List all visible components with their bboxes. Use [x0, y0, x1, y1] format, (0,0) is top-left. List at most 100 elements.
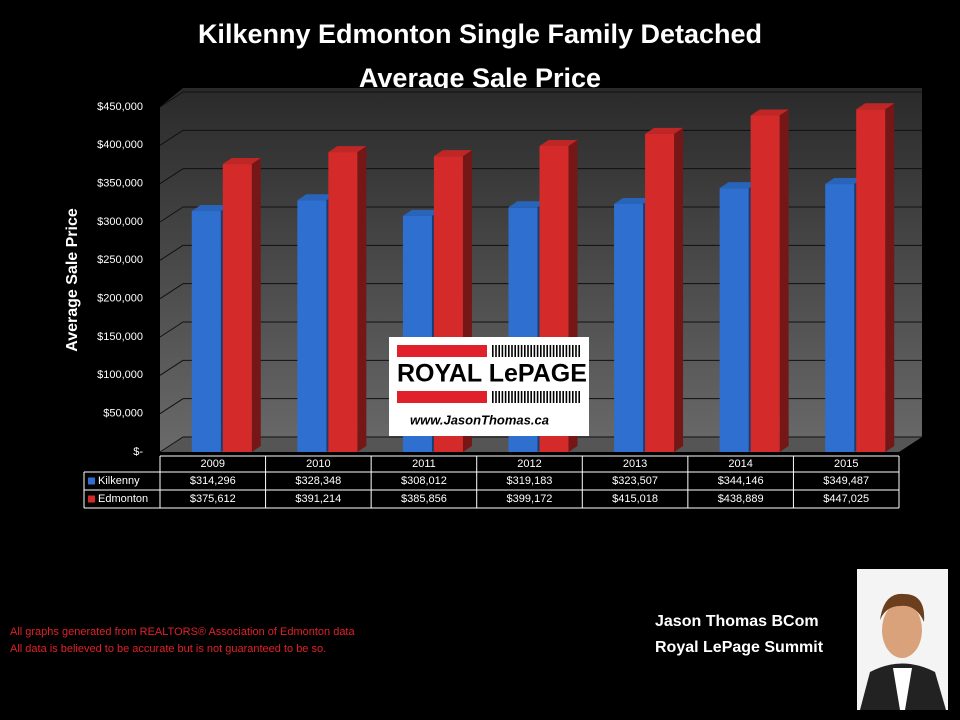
bar-top — [539, 139, 578, 146]
grid-line-side — [159, 168, 184, 185]
bar-top — [614, 197, 653, 204]
logo-barcode — [492, 345, 580, 403]
barcode-line — [530, 345, 532, 357]
barcode-line — [543, 391, 545, 403]
footer-note: All graphs generated from REALTORS® Asso… — [10, 626, 355, 638]
barcode-line — [492, 391, 494, 403]
barcode-line — [546, 345, 548, 357]
grid-line-side — [159, 321, 184, 338]
bar — [750, 115, 780, 452]
barcode-line — [527, 345, 529, 357]
logo-brand: ROYAL LePAGE — [397, 360, 587, 388]
barcode-line — [556, 345, 558, 357]
barcode-line — [530, 391, 532, 403]
value-label: $438,889 — [718, 493, 764, 505]
bar-top — [402, 209, 441, 216]
legend-swatch — [88, 477, 95, 485]
legend-label: Kilkenny — [98, 475, 140, 487]
barcode-line — [520, 391, 523, 403]
y-tick-label: $50,000 — [103, 408, 143, 420]
bar-top — [719, 182, 758, 189]
barcode-line — [552, 391, 555, 403]
barcode-line — [540, 345, 542, 357]
bar — [856, 109, 886, 453]
logo-stripe — [397, 345, 487, 357]
value-label: $385,856 — [401, 493, 447, 505]
y-tick-label: $350,000 — [97, 178, 143, 190]
barcode-line — [568, 391, 571, 403]
value-label: $415,018 — [612, 493, 658, 505]
grid-line-side — [159, 398, 184, 415]
value-label: $314,296 — [190, 475, 236, 487]
value-label: $319,183 — [507, 475, 553, 487]
barcode-line — [495, 345, 497, 357]
photo-shirt — [893, 668, 912, 710]
bar-top — [750, 109, 789, 116]
grid-line-side — [159, 359, 184, 376]
bar — [191, 211, 221, 452]
x-tick-label: 2012 — [517, 458, 541, 470]
value-label: $328,348 — [295, 475, 341, 487]
author-name: Jason Thomas BCom — [655, 613, 819, 630]
barcode-line — [501, 345, 504, 357]
x-tick-label: 2009 — [201, 458, 225, 470]
barcode-line — [504, 345, 507, 357]
author-company: Royal LePage Summit — [655, 639, 824, 656]
y-tick-label: $- — [133, 446, 143, 458]
y-tick-label: $250,000 — [97, 254, 143, 266]
barcode-line — [565, 345, 568, 357]
grid-line-side — [159, 206, 184, 223]
barcode-line — [517, 345, 520, 357]
barcode-line — [562, 391, 564, 403]
barcode-line — [546, 391, 548, 403]
barcode-line — [556, 391, 558, 403]
x-tick-label: 2013 — [623, 458, 647, 470]
logo: ROYAL LePAGE www.JasonThomas.ca — [389, 337, 589, 436]
bar — [222, 164, 252, 452]
barcode-line — [514, 391, 516, 403]
value-label: $399,172 — [507, 493, 553, 505]
bar-top — [508, 201, 547, 208]
bar — [719, 188, 749, 453]
barcode-line — [578, 345, 580, 357]
bar-side — [674, 127, 684, 453]
bar — [614, 203, 644, 452]
barcode-line — [517, 391, 520, 403]
author-photo — [857, 569, 948, 710]
barcode-line — [504, 391, 507, 403]
legend-label: Edmonton — [98, 493, 148, 505]
barcode-line — [549, 391, 552, 403]
y-tick-label: $300,000 — [97, 216, 143, 228]
bar — [825, 184, 855, 452]
value-label: $344,146 — [718, 475, 764, 487]
barcode-line — [533, 391, 536, 403]
x-tick-label: 2010 — [306, 458, 330, 470]
bar-top — [297, 194, 336, 201]
y-tick-label: $100,000 — [97, 369, 143, 381]
value-label: $323,507 — [612, 475, 658, 487]
x-tick-label: 2014 — [728, 458, 752, 470]
grid-line-side — [159, 283, 184, 300]
value-label: $447,025 — [823, 493, 869, 505]
barcode-line — [536, 391, 539, 403]
barcode-line — [524, 391, 526, 403]
data-table: Kilkenny Edmonton 2009 $314,296 $375,612 2010… — [83, 455, 900, 509]
value-label: $308,012 — [401, 475, 447, 487]
barcode-line — [508, 345, 510, 357]
barcode-line — [572, 391, 574, 403]
bar-side — [251, 158, 261, 452]
grid-line-side — [159, 129, 184, 146]
y-tick-label: $450,000 — [97, 101, 143, 113]
barcode-line — [501, 391, 504, 403]
barcode-line — [511, 391, 513, 403]
barcode-line — [533, 345, 536, 357]
barcode-line — [562, 345, 564, 357]
y-tick-label: $400,000 — [97, 139, 143, 151]
barcode-line — [536, 345, 539, 357]
barcode-line — [524, 345, 526, 357]
barcode-line — [498, 345, 500, 357]
barcode-line — [498, 391, 500, 403]
legend-swatch — [88, 495, 95, 503]
barcode-line — [511, 345, 513, 357]
y-tick-label: $150,000 — [97, 331, 143, 343]
